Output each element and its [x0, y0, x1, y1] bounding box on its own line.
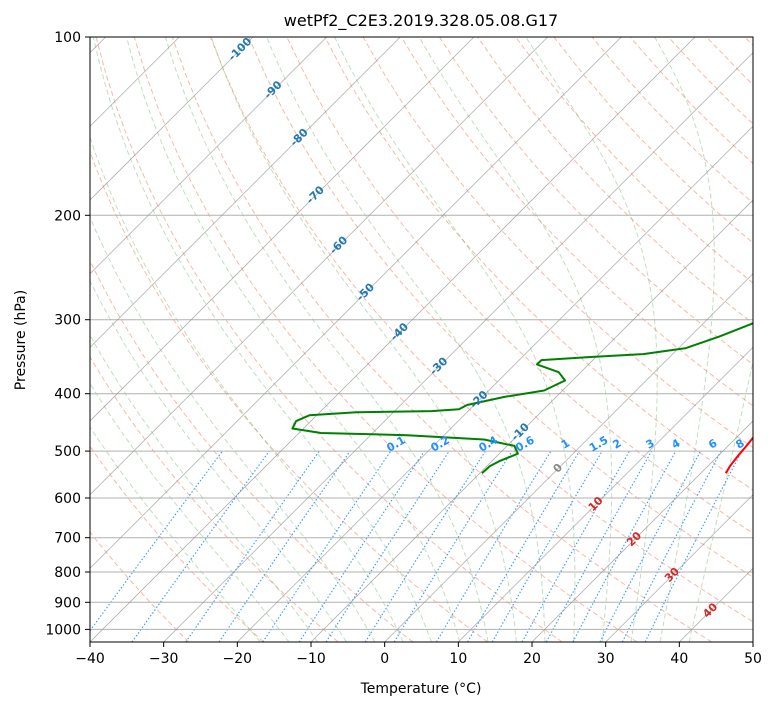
- isotherm-line: [90, 37, 327, 275]
- mixing-ratio-line: [218, 450, 351, 642]
- x-tick-label: 30: [597, 651, 615, 667]
- y-tick-label: 500: [54, 444, 81, 460]
- isotherm-line: [458, 346, 753, 642]
- isotherm-line: [237, 125, 753, 642]
- x-tick-label: −30: [149, 651, 179, 667]
- x-tick-label: 50: [744, 651, 762, 667]
- moist-adiabat-line: [90, 426, 261, 642]
- skewed-isotherms: [90, 37, 753, 642]
- y-tick-label: 900: [54, 595, 81, 611]
- moist-adiabat-line: [164, 37, 489, 642]
- dry-adiabat-line: [438, 37, 753, 366]
- y-tick-label: 800: [54, 565, 81, 581]
- moist-adiabat-line: [525, 37, 658, 642]
- moist-adiabat-line: [210, 37, 517, 642]
- dry-adiabat-line: [171, 37, 712, 642]
- sounding-profiles: [291, 322, 753, 475]
- moist-adiabat-line: [688, 358, 753, 642]
- mixing-ratio-line: [572, 450, 677, 642]
- isotherm-line: [90, 37, 622, 569]
- isotherm-line: [90, 37, 696, 642]
- chart-title: wetPf2_C2E3.2019.328.05.08.G17: [284, 11, 558, 31]
- y-axis-ticks: 100 200 300 400 500 600 700 800 900 1000: [45, 30, 90, 638]
- moist-adiabat-line: [126, 37, 461, 642]
- mixing-ratio-line: [545, 450, 653, 642]
- dry-adiabat-line: [400, 37, 753, 407]
- mixing-ratio-line: [599, 450, 701, 642]
- moist-adiabat-line: [334, 37, 576, 642]
- isotherm-line: [163, 52, 753, 642]
- moist-adiabat-line: [90, 135, 404, 642]
- moist-adiabat-line: [92, 37, 432, 642]
- x-tick-label: 10: [449, 651, 467, 667]
- moist-adiabat-line: [90, 215, 376, 642]
- isotherm-line: [310, 199, 753, 642]
- x-tick-label: 40: [670, 651, 688, 667]
- moist-adiabats: [90, 37, 753, 642]
- dry-adiabat-line: [95, 37, 563, 642]
- isotherm-line: [90, 37, 401, 348]
- dry-adiabat-line: [248, 37, 753, 578]
- dewpoint-profile-line: [291, 322, 753, 475]
- x-tick-label: 0: [380, 651, 389, 667]
- y-tick-label: 300: [54, 313, 81, 329]
- x-axis-ticks: −40 −30 −20 −10 0 10 20 30 40 50: [75, 642, 762, 667]
- y-tick-label: 700: [54, 531, 81, 547]
- dry-adiabat-line: [324, 37, 753, 491]
- mixing-ratio-line: [90, 450, 223, 632]
- dry-adiabat-line: [515, 37, 753, 284]
- y-axis-label: Pressure (hPa): [13, 290, 29, 390]
- isotherm-line: [605, 494, 753, 642]
- dry-adiabat-line: [90, 150, 488, 642]
- y-tick-label: 400: [54, 387, 81, 403]
- moist-adiabat-line: [654, 37, 715, 642]
- mixing-ratio-line: [262, 450, 392, 642]
- x-tick-label: −10: [296, 651, 326, 667]
- moist-adiabat-line: [90, 382, 290, 642]
- grid-lines: [90, 37, 753, 630]
- mixing-ratio-line: [644, 450, 743, 642]
- mixing-ratio-line: [298, 450, 425, 642]
- isotherm-line: [90, 37, 475, 422]
- plot-frame: [89, 36, 754, 643]
- y-tick-label: 600: [54, 491, 81, 507]
- mixing-ratio-line: [364, 450, 486, 642]
- dry-adiabat-line: [90, 356, 339, 642]
- y-tick-label: 200: [54, 208, 81, 224]
- x-axis-label: Temperature (°C): [360, 681, 482, 697]
- mixing-ratio-line: [325, 450, 450, 642]
- mixing-ratio-line: [131, 450, 270, 642]
- moist-adiabat-line: [266, 37, 546, 642]
- dry-adiabat-line: [133, 37, 638, 642]
- mixing-ratio-line: [621, 450, 722, 642]
- mixing-ratio-line: [435, 450, 552, 642]
- isotherm-line: [90, 37, 548, 496]
- moist-adiabat-line: [90, 334, 319, 642]
- mixing-ratio-line: [185, 450, 320, 642]
- y-tick-label: 1000: [45, 622, 81, 638]
- dry-adiabat-line: [90, 445, 264, 642]
- dry-adiabat-line: [90, 531, 190, 642]
- mixing-ratio-lines: [90, 450, 743, 642]
- isotherm-line: [531, 420, 753, 642]
- x-tick-label: −20: [223, 651, 253, 667]
- isotherm-line: [384, 273, 753, 642]
- moist-adiabat-line: [418, 37, 613, 642]
- x-tick-label: 20: [523, 651, 541, 667]
- mixing-ratio-line: [521, 450, 630, 642]
- y-tick-label: 100: [54, 30, 81, 46]
- mixing-ratio-line: [393, 450, 513, 642]
- isotherm-line: [90, 37, 254, 201]
- x-tick-label: −40: [75, 651, 105, 667]
- dry-adiabat-line: [210, 37, 753, 623]
